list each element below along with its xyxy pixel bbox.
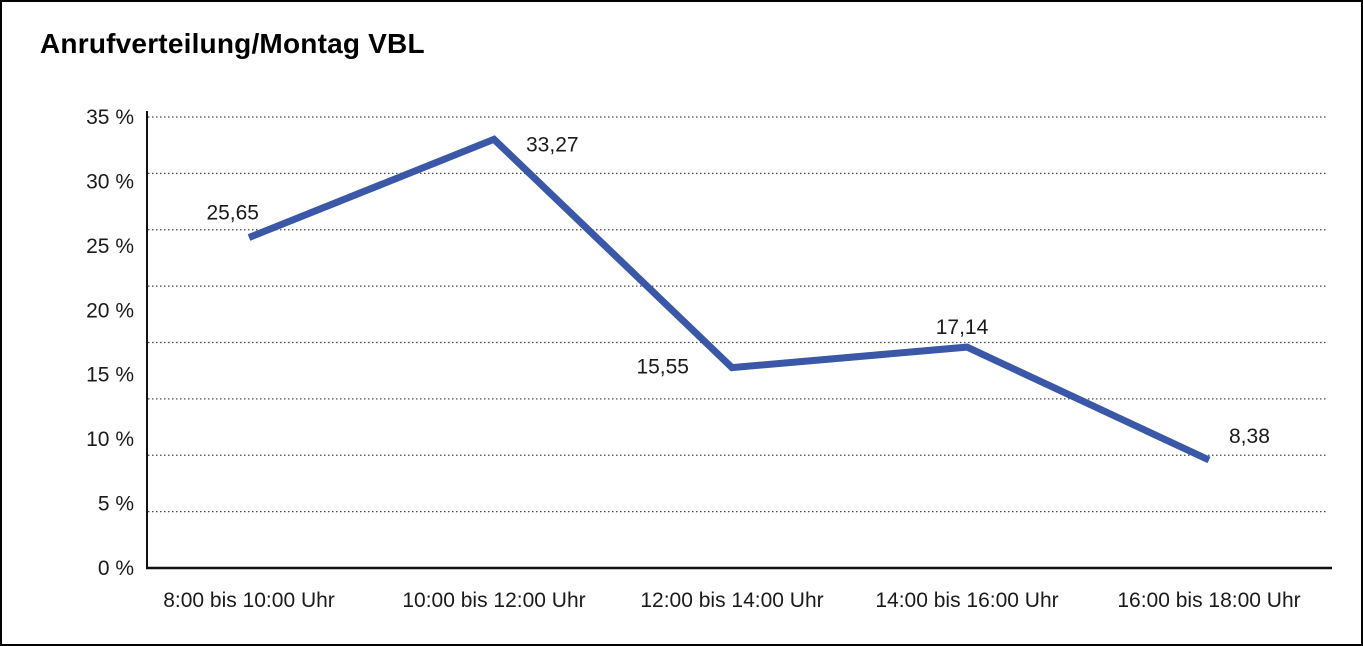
y-tick-label: 15 % (86, 364, 134, 387)
data-series-line (247, 135, 1211, 464)
data-point-label: 8,38 (1229, 425, 1270, 448)
x-tick-label: 14:00 bis 16:00 Uhr (875, 589, 1058, 612)
data-point-label: 25,65 (206, 201, 259, 224)
data-point-label: 33,27 (526, 133, 579, 156)
y-tick-label: 30 % (86, 170, 134, 193)
y-tick-label: 20 % (86, 299, 134, 322)
y-tick-label: 10 % (86, 428, 134, 451)
y-tick-label: 35 % (86, 106, 134, 129)
chart-title: Anrufverteilung/Montag VBL (40, 28, 425, 59)
y-tick-label: 25 % (86, 235, 134, 258)
data-point-label: 17,14 (936, 316, 989, 339)
data-point-label: 15,55 (636, 356, 689, 379)
x-tick-label: 16:00 bis 18:00 Uhr (1117, 589, 1300, 612)
x-tick-label: 12:00 bis 14:00 Uhr (640, 589, 823, 612)
y-tick-label: 5 % (98, 493, 134, 516)
x-tick-label: 8:00 bis 10:00 Uhr (163, 589, 335, 612)
x-tick-label: 10:00 bis 12:00 Uhr (402, 589, 585, 612)
y-tick-label: 0 % (98, 557, 134, 580)
